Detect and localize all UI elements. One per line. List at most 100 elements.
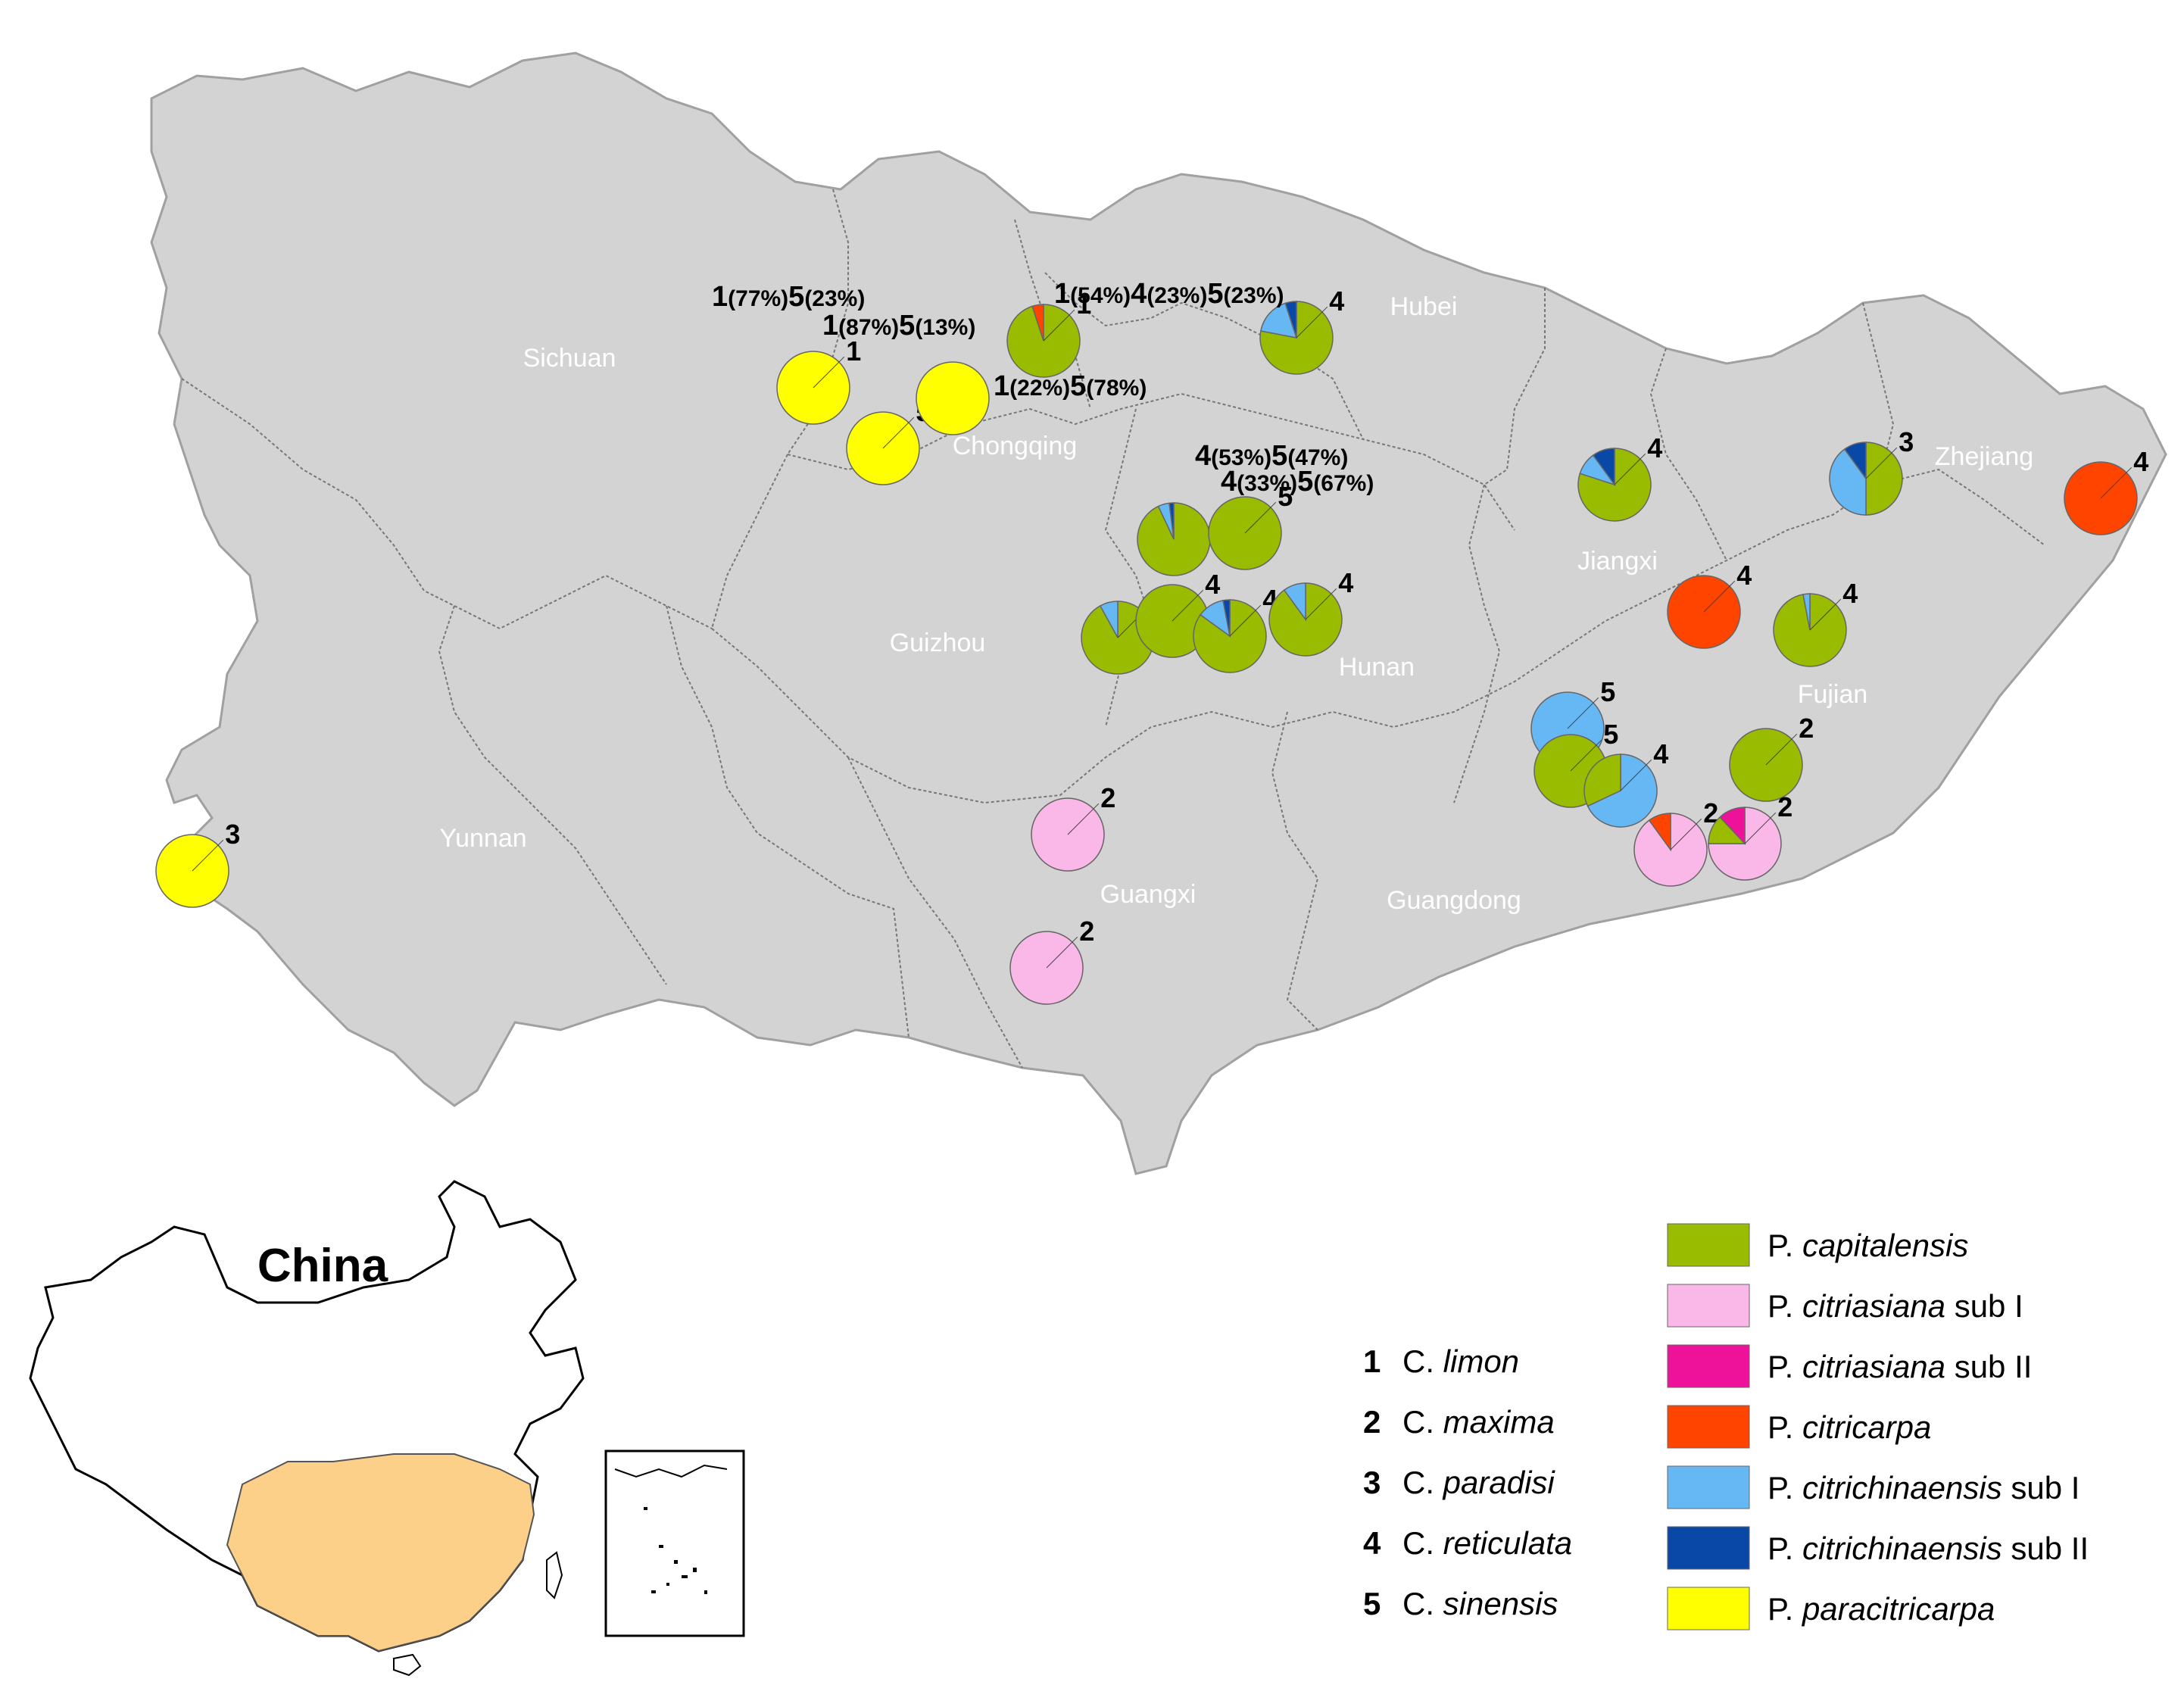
site-host-label: 2 (1799, 713, 1814, 744)
province-label-guizhou: Guizhou (890, 629, 986, 657)
province-label-hubei: Hubei (1390, 292, 1458, 321)
host-legend-number: 3 (1363, 1465, 1381, 1500)
pie-leader-line (1765, 733, 1798, 766)
pie-leader-line (882, 417, 915, 449)
site-host-label: 2 (1100, 782, 1115, 813)
province-label-chongqing: Chongqing (953, 432, 1077, 460)
site-pie-fj2: 2 (1729, 713, 1814, 802)
species-legend-name: P. capitalensis (1767, 1228, 1968, 1263)
province-label-guangxi: Guangxi (1100, 880, 1197, 909)
species-legend-name: P. citricarpa (1767, 1409, 1931, 1445)
pie-slice-paracitricarpa (916, 361, 990, 435)
pie-slice-citrichinaensis_I (1283, 582, 1306, 622)
pie-leader-line (1703, 580, 1736, 613)
species-legend-swatch (1667, 1526, 1750, 1570)
mixed-host-label: 4(33%)5(67%) (1221, 466, 1374, 498)
pie-leader-line (1172, 589, 1204, 622)
pie-slice-citrichinaensis_I (1099, 601, 1119, 638)
pie-leader-line (1244, 501, 1277, 534)
host-legend-number: 2 (1363, 1404, 1381, 1440)
mixed-host-label: 1(77%)5(23%) (712, 281, 865, 313)
pie-leader-line (1744, 812, 1777, 844)
pie-slice-citrichinaensis_II (1222, 599, 1231, 637)
site-pie-jx2: 4 (1667, 560, 1752, 649)
pie-leader-line (1296, 306, 1328, 339)
pie-leader-line (1305, 588, 1337, 620)
sampling-site-pies: 15145544443444554222322 (155, 286, 2148, 1005)
site-pie-cq3: 1 (1006, 289, 1091, 378)
site-host-label: 2 (1703, 797, 1718, 828)
site-host-label: 4 (1647, 432, 1662, 463)
pie-slice-citricarpa (1031, 304, 1044, 342)
pie-leader-line (1809, 598, 1842, 631)
inset-title: China (257, 1240, 388, 1292)
site-host-label: 2 (1079, 916, 1094, 947)
south-china-sea-inset (604, 1449, 745, 1637)
host-legend: 1 C. limon 2 C. maxima 3 C. paradisi 4 C. retic… (1363, 1343, 1572, 1621)
pie-leader-line (1046, 936, 1078, 969)
pie-leader-line (2100, 466, 2133, 499)
pie-slice-capitalensis (1865, 442, 1903, 516)
pie-leader-line (1865, 447, 1898, 479)
site-host-label: 4 (1338, 567, 1353, 598)
site-host-label: 5 (1600, 676, 1615, 707)
mixed-host-label: 1(54%)4(23%)5(23%) (1054, 278, 1284, 310)
china-inset-map: China (29, 1180, 745, 1677)
species-legend-swatch (1667, 1465, 1750, 1509)
site-pie-fj1: 4 (1773, 578, 1858, 667)
site-host-label: 4 (1736, 560, 1752, 591)
pie-leader-line (1229, 604, 1262, 637)
pie-leader-line (1067, 803, 1100, 835)
species-legend-name: P. paracitricarpa (1767, 1591, 1995, 1627)
host-legend-name: C. paradisi (1402, 1465, 1555, 1500)
site-pie-fj3: 2 (1708, 791, 1792, 881)
pie-leader-line (1620, 759, 1652, 791)
species-legend-swatch (1667, 1587, 1750, 1630)
province-label-guangdong: Guangdong (1387, 886, 1521, 915)
site-host-label: 4 (2133, 446, 2148, 477)
pie-slice-capitalensis (1583, 754, 1621, 807)
mixed-host-labels: 1(77%)5(23%) 1(87%)5(13%) 1(54%)4(23%)5(… (712, 278, 1374, 498)
pie-slice-citrichinaensis_II (1592, 448, 1615, 487)
host-legend-name: C. reticulata (1402, 1525, 1572, 1561)
pie-leader-line (192, 839, 224, 872)
host-legend-number: 1 (1363, 1343, 1381, 1379)
site-pie-jx1: 4 (1577, 432, 1662, 522)
site-host-label: 1 (846, 335, 861, 367)
mixed-host-label: 1(87%)5(13%) (822, 310, 975, 342)
province-label-yunnan: Yunnan (439, 824, 526, 853)
mixed-host-label: 1(22%)5(78%) (994, 370, 1147, 402)
pie-leader-line (1043, 309, 1075, 342)
site-pie-hn1 (1137, 502, 1211, 576)
site-pie-hn5: 4 (1193, 584, 1278, 673)
species-legend: P. capitalensis P. citriasiana sub I P. ci… (1667, 1223, 2089, 1630)
species-legend-swatch (1667, 1284, 1750, 1328)
study-area-highlight (226, 1453, 535, 1652)
site-host-label: 5 (1278, 481, 1293, 512)
site-host-label: 2 (1777, 791, 1792, 822)
south-china-sea-islands (644, 1507, 707, 1594)
site-host-label: 3 (225, 819, 240, 850)
host-legend-name: C. sinensis (1402, 1586, 1558, 1621)
site-pie-sc1: 1 (776, 335, 861, 425)
site-pie-hn4: 4 (1135, 569, 1220, 658)
pie-slice-citrichinaensis_I (1587, 754, 1658, 828)
pie-slice-citrichinaensis_II (1843, 442, 1867, 481)
province-label-zhejiang: Zhejiang (1935, 442, 2033, 471)
site-pie-yn1: 3 (155, 819, 240, 908)
province-label-fujian: Fujian (1798, 680, 1868, 709)
pie-slice-citrichinaensis_II (1284, 301, 1297, 339)
site-pie-hn2: 5 (1208, 481, 1293, 570)
species-legend-swatch (1667, 1405, 1750, 1449)
province-label-jiangxi: Jiangxi (1577, 547, 1658, 576)
site-pie-zj2: 4 (2064, 446, 2148, 535)
province-label-hunan: Hunan (1339, 653, 1415, 682)
species-legend-name: P. citrichinaensis sub I (1767, 1470, 2079, 1506)
site-host-label: 1 (1076, 289, 1091, 320)
site-pie-gx2: 2 (1009, 916, 1094, 1005)
site-host-label: 4 (1205, 569, 1220, 600)
site-pie-zj1: 3 (1829, 426, 1914, 516)
site-host-label: 5 (1603, 719, 1618, 750)
mixed-host-label: 4(53%)5(47%) (1195, 440, 1348, 472)
